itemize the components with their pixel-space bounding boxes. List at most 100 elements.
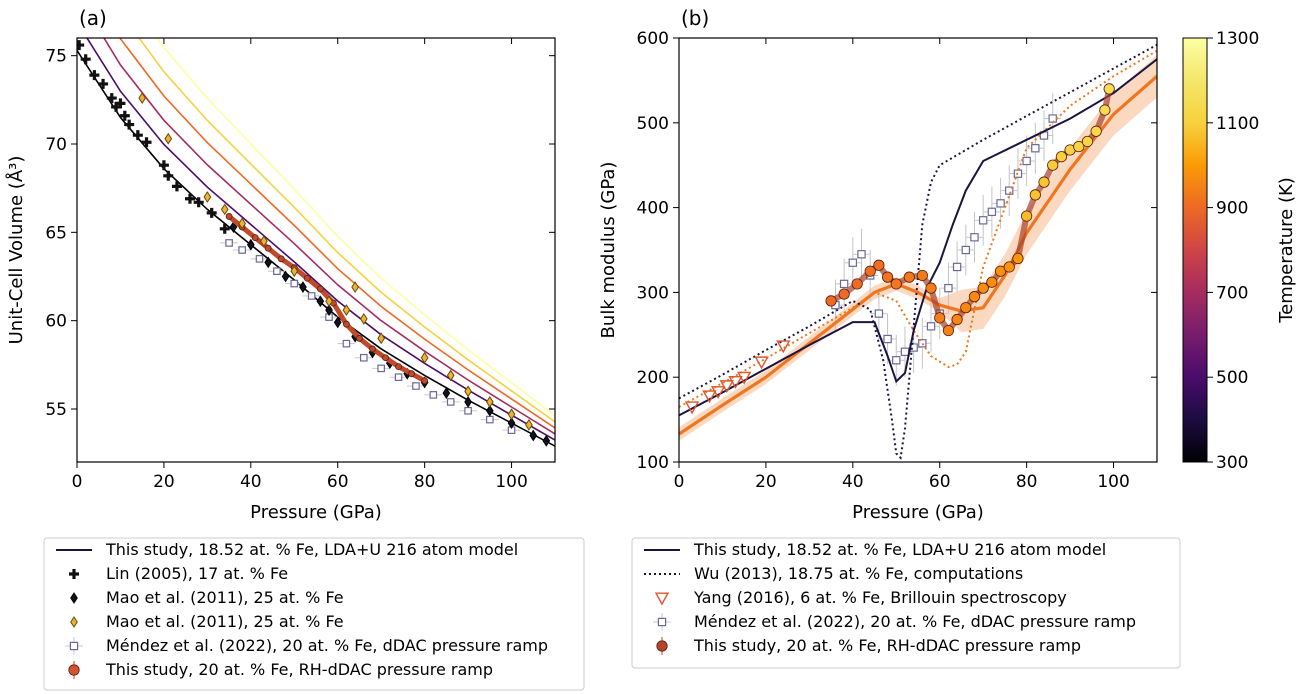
panel-a-legend-diamond-icon <box>70 592 78 604</box>
panel-a-legend-item: This study, 20 at. % Fe, RH-dDAC pressur… <box>68 660 493 679</box>
rh-ddac-point <box>421 377 429 385</box>
mendez-point <box>225 239 233 247</box>
rh-ddac-point <box>408 370 416 378</box>
panel-b-x-tick-label: 80 <box>1016 472 1038 492</box>
mendez-point <box>377 364 385 373</box>
colorbar-ticks: 300 500 700 900 1100 1300 <box>1207 29 1259 473</box>
panel-a-legend-label: Mao et al. (2011), 25 at. % Fe <box>106 612 344 631</box>
lin-2005-point <box>119 110 130 121</box>
mendez-point <box>429 391 438 399</box>
rh-ddac-point <box>1103 83 1115 95</box>
panel-b-legend-label: Wu (2013), 18.75 at. % Fe, computations <box>694 564 1023 583</box>
rh-ddac-point <box>225 213 233 220</box>
rh-ddac-point <box>881 271 894 283</box>
colorbar-gradient <box>1182 37 1208 463</box>
mao-gold-point <box>485 396 494 408</box>
lin-2005-point <box>77 40 85 51</box>
mendez-point <box>486 415 494 424</box>
mendez-point <box>394 373 403 382</box>
panel-a-axes: 0 20 40 60 80 100 55 60 65 70 75 <box>45 38 555 492</box>
panel-b-legend: This study, 18.52 at. % Fe, LDA+U 216 at… <box>631 537 1181 669</box>
mendez-point <box>987 207 997 217</box>
panel-b-x-tick-label: 40 <box>842 472 864 492</box>
rh-ddac-point <box>382 354 389 362</box>
mao-dark-point <box>542 434 551 447</box>
mao-dark-point <box>325 304 333 316</box>
mendez-point <box>307 292 316 300</box>
mendez-point <box>412 382 420 390</box>
panel-a-x-axis-label: Pressure (GPa) <box>250 502 382 523</box>
rh-ddac-point <box>251 234 259 242</box>
isotherm-line-500K <box>86 38 555 441</box>
mendez-point <box>970 233 979 242</box>
rh-ddac-point <box>851 278 863 290</box>
panel-a-y-tick-label: 70 <box>45 135 67 155</box>
temperature-colorbar: 300 500 700 900 1100 1300 Temperature (K) <box>1182 29 1297 473</box>
mao-dark-point <box>316 295 325 308</box>
panel-b-legend-label: This study, 20 at. % Fe, RH-dDAC pressur… <box>693 636 1081 655</box>
panel-b-legend-circle-icon <box>656 640 668 652</box>
mao-gold-point <box>420 351 429 364</box>
isotherm-line-700K <box>103 38 555 435</box>
panel-b-plot-area <box>679 43 1157 460</box>
mao-gold-point <box>203 191 212 203</box>
panel-b: 0 20 40 60 80 100 100 200 300 400 500 600 (b) Press… <box>598 6 1158 523</box>
orange-dotted-model-line <box>679 49 1157 408</box>
isotherm-line-1300K <box>156 38 555 417</box>
mao-dark-point <box>485 404 494 417</box>
panel-a-legend-circle-icon <box>68 664 80 676</box>
panel-b-legend-item: Yang (2016), 6 at. % Fe, Brillouin spect… <box>654 588 1067 607</box>
panel-a-legend-label: Mao et al. (2011), 25 at. % Fe <box>106 588 344 607</box>
panel-a-label: (a) <box>79 6 107 30</box>
mendez-point <box>290 279 299 288</box>
mao-dark-point <box>529 429 538 442</box>
panel-a-y-axis-label: Unit-Cell Volume (Å³) <box>5 156 27 345</box>
panel-a-x-tick-label: 20 <box>153 472 175 492</box>
rh-ddac-point <box>916 269 928 282</box>
rh-ddac-point <box>903 271 915 283</box>
yang-2016-point <box>776 340 791 354</box>
mao-gold-point <box>238 217 246 230</box>
lin-2005-point <box>98 78 109 89</box>
panel-a-legend-item: Mao et al. (2011), 25 at. % Fe <box>70 588 344 607</box>
panel-b-legend-box <box>631 537 1181 669</box>
panel-a-legend-item: This study, 18.52 at. % Fe, LDA+U 216 at… <box>56 540 518 559</box>
rh-ddac-point <box>277 255 285 263</box>
panel-a-y-tick-label: 55 <box>45 400 67 420</box>
rh-ddac-point <box>925 282 937 294</box>
panel-b-y-tick-label: 300 <box>637 283 669 303</box>
mendez-point <box>342 339 351 348</box>
panel-b-legend-item: Wu (2013), 18.75 at. % Fe, computations <box>644 564 1023 583</box>
rh-ddac-point <box>986 276 998 288</box>
mao-gold-point <box>507 408 516 421</box>
mao-gold-point <box>377 332 386 345</box>
mao-gold-point <box>446 369 455 382</box>
rh-ddac-point <box>1099 104 1111 116</box>
mendez-point <box>1031 144 1040 153</box>
lin-2005-point <box>106 93 117 104</box>
panel-a-x-tick-label: 100 <box>495 472 527 492</box>
panel-b-legend-open-triangle-icon <box>654 592 670 606</box>
panel-a-x-tick-label: 80 <box>414 472 436 492</box>
rh-ddac-point <box>1021 210 1033 222</box>
isotherm-line-1100K <box>138 38 555 423</box>
lin-2005-point <box>89 70 100 81</box>
panel-b-x-tick-label: 20 <box>755 472 777 492</box>
mendez-point <box>892 356 901 365</box>
panel-b-legend-item: This study, 18.52 at. % Fe, LDA+U 216 at… <box>644 540 1106 559</box>
colorbar-tick-label: 700 <box>1216 283 1248 303</box>
mendez-point <box>978 216 988 225</box>
panel-b-x-axis-label: Pressure (GPa) <box>852 502 984 523</box>
mendez-point <box>857 250 866 259</box>
lin-2005-point <box>219 223 230 234</box>
mao-gold-point <box>220 203 229 216</box>
panel-b-axes: 0 20 40 60 80 100 100 200 300 400 500 600 <box>637 29 1157 492</box>
rh-ddac-point <box>343 320 350 328</box>
isotherm-line-900K <box>119 38 555 429</box>
rh-ddac-point <box>873 259 885 271</box>
mao-dark-point <box>246 238 255 251</box>
mao-gold-point <box>464 385 472 398</box>
rh-ddac-point <box>960 302 972 314</box>
mendez-point <box>255 255 264 263</box>
panel-a-legend-item: Méndez et al. (2022), 20 at. % Fe, dDAC … <box>65 636 548 655</box>
